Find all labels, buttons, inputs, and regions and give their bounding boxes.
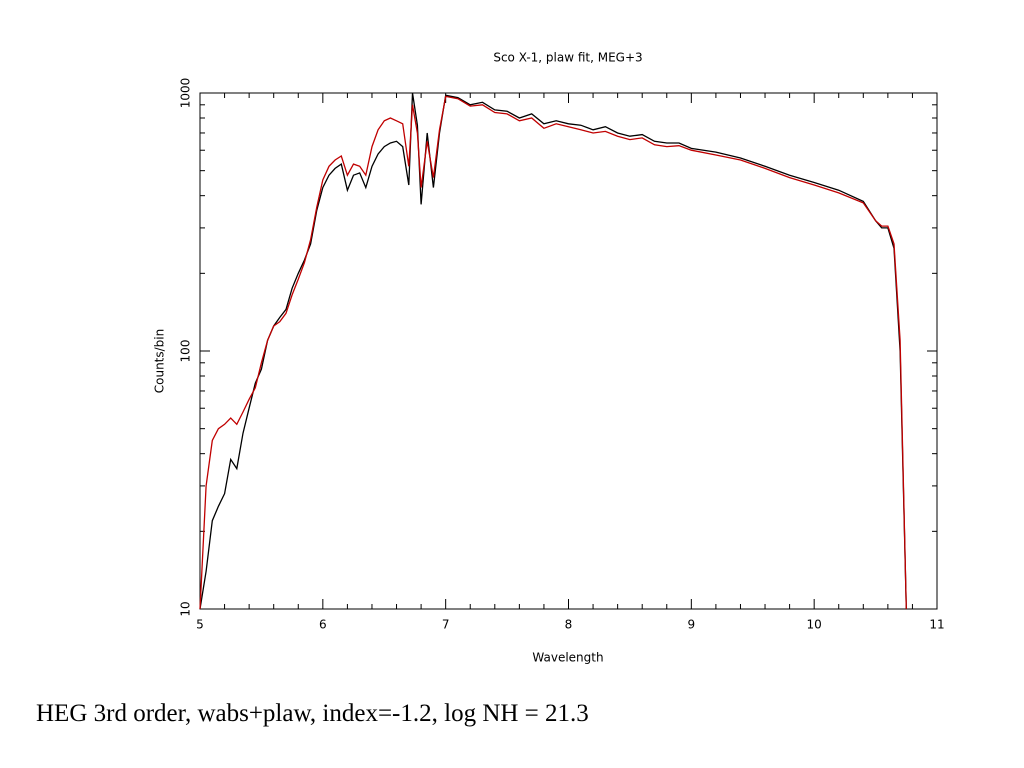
series-line (199, 95, 907, 610)
chart: Sco X-1, plaw fit, MEG+3 Wavelength Coun… (153, 51, 945, 665)
y-tick-label: 10 (179, 601, 193, 616)
x-tick-label: 11 (929, 618, 944, 632)
x-tick-label: 6 (319, 618, 327, 632)
x-tick-label: 9 (688, 618, 696, 632)
series-line (199, 92, 907, 610)
x-axis-label: Wavelength (532, 651, 603, 665)
x-tick-label: 7 (442, 618, 450, 632)
y-tick-label: 100 (179, 340, 193, 363)
chart-title: Sco X-1, plaw fit, MEG+3 (493, 51, 642, 65)
y-tick-label: 1000 (179, 78, 193, 109)
caption: HEG 3rd order, wabs+plaw, index=-1.2, lo… (36, 700, 589, 727)
x-tick-label: 10 (807, 618, 822, 632)
x-tick-label: 5 (196, 618, 204, 632)
plot-frame (199, 92, 938, 610)
y-axis-label: Counts/bin (153, 329, 167, 394)
x-tick-label: 8 (565, 618, 573, 632)
